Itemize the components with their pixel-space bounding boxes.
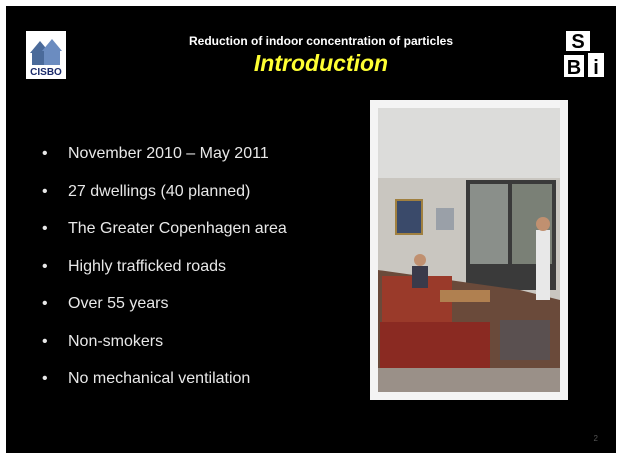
page: CISBO S B i Reduction of indoor concentr…: [0, 0, 622, 461]
bullet-dot: •: [42, 295, 68, 313]
bullet-text: November 2010 – May 2011: [68, 145, 269, 162]
slide: CISBO S B i Reduction of indoor concentr…: [6, 6, 616, 453]
bullet-dot: •: [42, 258, 68, 276]
bullet-text: The Greater Copenhagen area: [68, 220, 287, 237]
bullet-dot: •: [42, 220, 68, 238]
bullet-text: No mechanical ventilation: [68, 370, 250, 387]
logo-right: S B i: [561, 28, 609, 80]
logo-left: CISBO: [26, 31, 66, 79]
bullet-item: •Highly trafficked roads: [42, 258, 226, 276]
photo: [370, 100, 568, 400]
bullet-text: Non-smokers: [68, 333, 163, 350]
bullet-item: •Over 55 years: [42, 295, 168, 313]
bullet-item: •The Greater Copenhagen area: [42, 220, 287, 238]
bullet-item: •November 2010 – May 2011: [42, 145, 269, 163]
bullet-text: Over 55 years: [68, 295, 168, 312]
logo-letter: B: [567, 57, 581, 79]
bullet-item: •No mechanical ventilation: [42, 370, 250, 388]
bullet-text: Highly trafficked roads: [68, 258, 226, 275]
bullet-dot: •: [42, 183, 68, 201]
bullet-dot: •: [42, 145, 68, 163]
bullet-item: •Non-smokers: [42, 333, 163, 351]
page-number: 2: [594, 434, 598, 443]
bullet-item: •27 dwellings (40 planned): [42, 183, 250, 201]
subtitle: Reduction of indoor concentration of par…: [156, 34, 486, 48]
logo-letter: S: [571, 31, 584, 53]
logo-text: CISBO: [30, 67, 62, 78]
bullet-dot: •: [42, 333, 68, 351]
logo-letter: i: [593, 57, 599, 79]
bullet-text: 27 dwellings (40 planned): [68, 183, 250, 200]
title: Introduction: [156, 50, 486, 77]
bullet-dot: •: [42, 370, 68, 388]
